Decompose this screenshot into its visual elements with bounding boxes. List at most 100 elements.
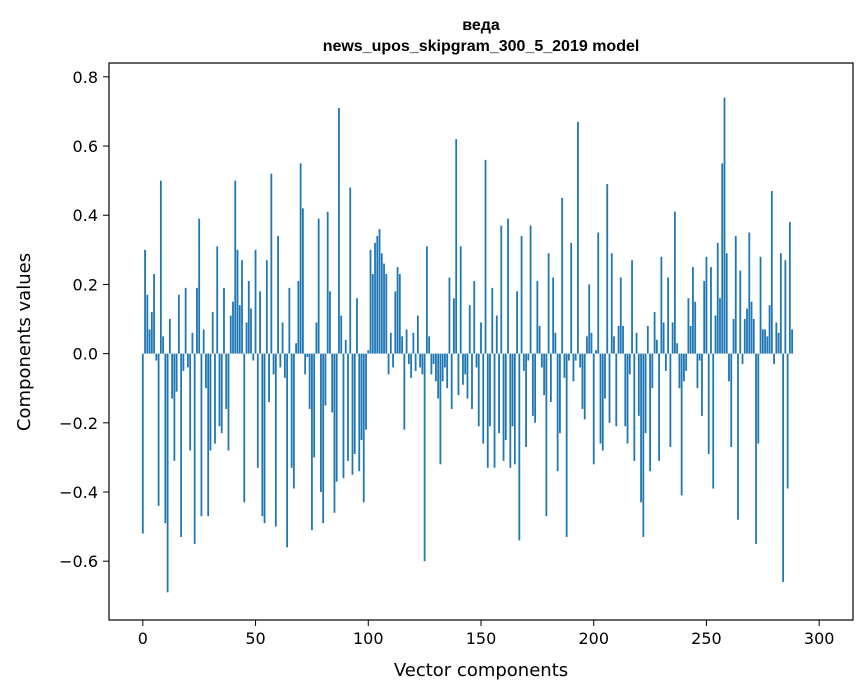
- bar-component-44: [241, 260, 243, 354]
- bar-component-178: [543, 353, 546, 396]
- bar-component-87: [338, 107, 340, 354]
- bar-component-240: [683, 353, 685, 382]
- bar-component-248: [701, 353, 703, 416]
- bar-component-19: [184, 287, 187, 354]
- bar-component-93: [351, 353, 354, 475]
- bar-component-264: [737, 353, 739, 520]
- bar-component-152: [484, 159, 487, 354]
- bar-component-75: [311, 353, 313, 531]
- bar-component-194: [579, 353, 582, 368]
- bar-component-236: [673, 211, 676, 354]
- bar-component-113: [396, 267, 399, 354]
- x-tick-label: 250: [691, 629, 722, 648]
- bar-component-272: [755, 353, 757, 544]
- bar-component-100: [367, 350, 370, 354]
- bar-component-68: [295, 343, 298, 354]
- bar-component-40: [232, 301, 234, 354]
- bar-component-197: [586, 336, 588, 354]
- bar-component-204: [601, 353, 604, 451]
- bar-component-94: [353, 353, 356, 454]
- bar-component-288: [791, 329, 794, 354]
- bar-component-53: [261, 353, 264, 517]
- bar-component-128: [430, 353, 433, 375]
- bar-component-46: [245, 322, 248, 354]
- bar-component-15: [175, 353, 178, 392]
- bar-component-129: [432, 353, 435, 364]
- bar-component-45: [243, 353, 246, 503]
- bar-component-205: [604, 353, 606, 399]
- bar-component-242: [687, 298, 690, 354]
- bar-component-69: [297, 280, 300, 354]
- bar-component-116: [403, 353, 406, 430]
- bar-component-229: [658, 353, 661, 461]
- bar-component-201: [595, 350, 597, 354]
- bar-component-97: [360, 353, 363, 441]
- bar-component-258: [723, 97, 726, 354]
- bar-component-207: [608, 353, 611, 423]
- bar-component-140: [457, 353, 460, 396]
- x-tick-label: 100: [353, 629, 384, 648]
- bar-component-281: [775, 322, 778, 354]
- plot-frame: [108, 62, 854, 621]
- bar-component-151: [482, 353, 485, 444]
- bar-component-26: [200, 353, 203, 517]
- bar-component-120: [412, 332, 415, 354]
- x-tick-label: 50: [245, 629, 265, 648]
- bar-component-57: [270, 173, 273, 354]
- bar-component-196: [583, 353, 586, 420]
- bar-component-144: [466, 353, 469, 399]
- bar-component-217: [631, 260, 633, 354]
- bar-component-208: [610, 253, 613, 354]
- y-tick-label: 0.0: [73, 345, 98, 364]
- bar-component-12: [168, 319, 171, 354]
- bar-component-27: [202, 329, 205, 354]
- bar-component-91: [347, 353, 349, 461]
- bar-component-78: [317, 218, 320, 354]
- bar-component-254: [714, 315, 717, 354]
- bar-component-155: [491, 287, 494, 354]
- bar-component-147: [473, 280, 476, 354]
- x-tick-label: 300: [804, 629, 835, 648]
- bar-component-212: [619, 277, 622, 354]
- bar-component-73: [306, 353, 309, 358]
- bar-component-220: [637, 353, 640, 416]
- bar-component-193: [577, 121, 579, 354]
- bar-component-263: [734, 235, 737, 354]
- bar-component-66: [290, 353, 293, 468]
- bar-component-283: [779, 253, 782, 354]
- y-tick-label: 0.4: [73, 206, 98, 225]
- bar-component-214: [624, 353, 627, 427]
- y-axis-label: Components values: [14, 253, 35, 431]
- bar-component-96: [358, 353, 361, 472]
- bar-component-211: [617, 325, 620, 354]
- bar-component-71: [301, 208, 304, 354]
- bar-component-157: [495, 315, 498, 354]
- bar-component-74: [308, 353, 311, 409]
- y-axis-ticks: −0.6 −0.4 −0.2 0.0 0.2 0.4 0.6 0.8: [59, 68, 109, 571]
- bar-component-224: [646, 325, 649, 354]
- bar-component-33: [216, 246, 219, 354]
- bar-component-114: [398, 274, 401, 354]
- bar-component-136: [448, 277, 451, 354]
- bar-component-163: [509, 353, 512, 468]
- bar-component-259: [725, 253, 728, 354]
- bar-component-262: [732, 319, 735, 354]
- bar-component-86: [335, 353, 338, 482]
- bar-component-0: [141, 353, 144, 534]
- y-tick-label: 0.6: [73, 137, 98, 156]
- bar-component-238: [678, 353, 681, 389]
- bar-component-252: [710, 267, 712, 354]
- bar-component-160: [502, 353, 505, 461]
- bar-component-47: [247, 280, 250, 354]
- bar-component-49: [252, 353, 255, 361]
- bar-component-277: [766, 336, 769, 354]
- bar-component-126: [425, 246, 428, 354]
- bar-component-269: [748, 232, 751, 354]
- chart-subtitle: news_upos_skipgram_300_5_2019 model: [323, 38, 640, 55]
- bar-component-14: [173, 353, 176, 461]
- bar-component-121: [414, 353, 417, 371]
- bar-component-243: [689, 325, 692, 354]
- bar-component-203: [599, 353, 602, 444]
- bar-component-282: [777, 332, 780, 354]
- bar-component-6: [155, 353, 158, 361]
